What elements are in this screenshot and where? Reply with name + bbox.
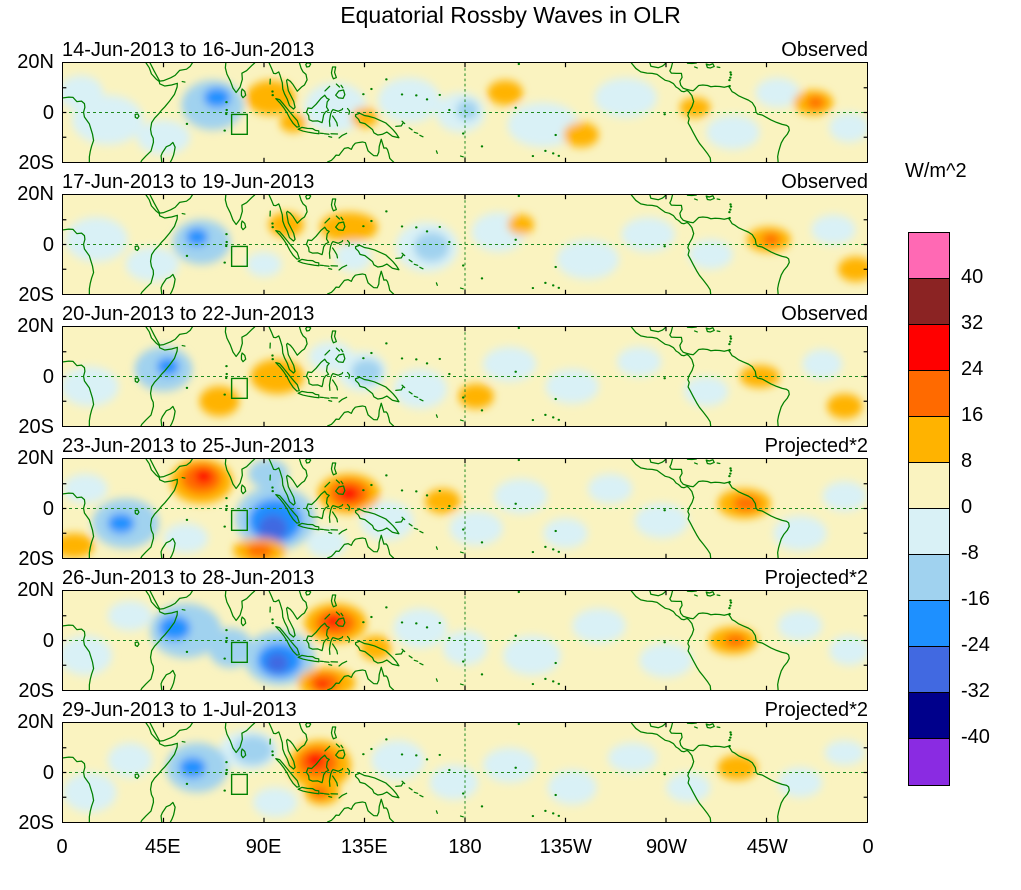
colorbar-tick-label: -40 (961, 726, 990, 748)
y-tick-label-20n: 20N (17, 183, 54, 205)
colorbar-segment (909, 509, 949, 555)
colorbar: W/m^2 40 32 24 16 8 0 -8 -16 -24 -32 -40 (903, 160, 1021, 820)
panel-4-type-label: Projected*2 (764, 435, 868, 457)
panel-2-date-range: 17-Jun-2013 to 19-Jun-2013 (62, 171, 315, 193)
colorbar-segment (909, 233, 949, 279)
panel-6-map-row: 20N 0 20S (17, 711, 868, 834)
x-axis-tick-label: 45W (746, 836, 788, 858)
figure-title: Equatorial Rossby Waves in OLR (340, 2, 681, 28)
panel-3-date-range: 20-Jun-2013 to 22-Jun-2013 (62, 303, 315, 325)
map-panel-3 (62, 326, 868, 427)
colorbar-segment (909, 371, 949, 417)
panel-1-header: 14-Jun-2013 to 16-Jun-2013 Observed (62, 38, 868, 62)
panel-4-map-row: 20N 0 20S (17, 447, 868, 570)
y-tick-label-0: 0 (42, 366, 54, 388)
colorbar-tick-label: -16 (961, 588, 990, 610)
colorbar-segment (909, 693, 949, 739)
panel-4-header: 23-Jun-2013 to 25-Jun-2013 Projected*2 (62, 434, 868, 458)
panel-3-type-label: Observed (781, 303, 868, 325)
y-tick-label-20n: 20N (17, 51, 54, 73)
panel-1: 14-Jun-2013 to 16-Jun-2013 Observed 20N … (0, 38, 880, 174)
colorbar-segment (909, 555, 949, 601)
colorbar-units-label: W/m^2 (905, 160, 967, 182)
panel-6-type-label: Projected*2 (764, 699, 868, 721)
y-tick-label-20n: 20N (17, 711, 54, 733)
colorbar-tick-label: 8 (961, 450, 973, 472)
colorbar-segment (909, 279, 949, 325)
y-tick-label-20s: 20S (18, 416, 54, 438)
colorbar-tick-label: 32 (961, 312, 984, 334)
panel-2: 17-Jun-2013 to 19-Jun-2013 Observed 20N … (0, 170, 880, 306)
colorbar-segment (909, 463, 949, 509)
x-axis-tick-label: 180 (448, 836, 482, 858)
panel-5-date-range: 26-Jun-2013 to 28-Jun-2013 (62, 567, 315, 589)
y-tick-label-0: 0 (42, 102, 54, 124)
colorbar-tick-label: -32 (961, 680, 990, 702)
map-panel-5 (62, 590, 868, 691)
colorbar-tick-label: 0 (961, 496, 973, 518)
y-tick-label-0: 0 (42, 762, 54, 784)
panel-6-date-range: 29-Jun-2013 to 1-Jul-2013 (62, 699, 297, 721)
panels-column: 14-Jun-2013 to 16-Jun-2013 Observed 20N … (0, 38, 880, 864)
panel-4-date-range: 23-Jun-2013 to 25-Jun-2013 (62, 435, 315, 457)
panel-5-type-label: Projected*2 (764, 567, 868, 589)
y-tick-label-0: 0 (42, 234, 54, 256)
panel-3-header: 20-Jun-2013 to 22-Jun-2013 Observed (62, 302, 868, 326)
colorbar-tick-labels: 40 32 24 16 8 0 -8 -16 -24 -32 -40 (961, 232, 1019, 784)
panel-5-map-row: 20N 0 20S (17, 579, 868, 702)
y-tick-label-20s: 20S (18, 812, 54, 834)
y-tick-label-20n: 20N (17, 315, 54, 337)
panel-2-map-row: 20N 0 20S (17, 183, 868, 306)
colorbar-bar (908, 232, 950, 786)
panel-1-date-range: 14-Jun-2013 to 16-Jun-2013 (62, 39, 315, 61)
colorbar-tick-label: 24 (961, 358, 984, 380)
panel-4: 23-Jun-2013 to 25-Jun-2013 Projected*2 2… (0, 434, 880, 570)
panel-6: 29-Jun-2013 to 1-Jul-2013 Projected*2 20… (0, 698, 880, 834)
y-tick-label-20s: 20S (18, 284, 54, 306)
y-tick-label-20s: 20S (18, 548, 54, 570)
x-axis-tick-label: 135E (340, 836, 388, 858)
colorbar-tick-label: -24 (961, 634, 990, 656)
y-tick-label-0: 0 (42, 630, 54, 652)
colorbar-segment (909, 739, 949, 785)
panel-6-header: 29-Jun-2013 to 1-Jul-2013 Projected*2 (62, 698, 868, 722)
panel-3-map-row: 20N 0 20S (17, 315, 868, 438)
panel-1-map-row: 20N 0 20S (17, 51, 868, 174)
map-panel-6 (62, 722, 868, 823)
map-panel-1 (62, 62, 868, 163)
x-axis-tick-label: 135W (539, 836, 592, 858)
panel-2-type-label: Observed (781, 171, 868, 193)
y-tick-label-20s: 20S (18, 152, 54, 174)
colorbar-segment (909, 417, 949, 463)
x-axis-tick-label: 45E (144, 836, 181, 858)
panel-5: 26-Jun-2013 to 28-Jun-2013 Projected*2 2… (0, 566, 880, 702)
colorbar-segment (909, 647, 949, 693)
y-tick-label-20n: 20N (17, 579, 54, 601)
panel-2-header: 17-Jun-2013 to 19-Jun-2013 Observed (62, 170, 868, 194)
y-tick-label-20n: 20N (17, 447, 54, 469)
colorbar-tick-label: -8 (961, 542, 979, 564)
y-tick-label-20s: 20S (18, 680, 54, 702)
x-axis-tick-label: 0 (862, 836, 874, 858)
x-axis-tick-label: 90E (245, 836, 282, 858)
colorbar-segment (909, 325, 949, 371)
panel-1-type-label: Observed (781, 39, 868, 61)
colorbar-tick-label: 40 (961, 266, 984, 288)
map-panel-2 (62, 194, 868, 295)
x-axis-tick-label: 90W (645, 836, 688, 858)
x-axis-labels: 0 45E 90E 135E 180 135W 90W 45W 0 (56, 830, 873, 864)
x-axis-tick-label: 0 (56, 836, 68, 858)
panel-5-header: 26-Jun-2013 to 28-Jun-2013 Projected*2 (62, 566, 868, 590)
y-tick-label-0: 0 (42, 498, 54, 520)
panel-3: 20-Jun-2013 to 22-Jun-2013 Observed 20N … (0, 302, 880, 438)
colorbar-tick-label: 16 (961, 404, 984, 426)
map-panel-4 (62, 458, 868, 559)
colorbar-segment (909, 601, 949, 647)
